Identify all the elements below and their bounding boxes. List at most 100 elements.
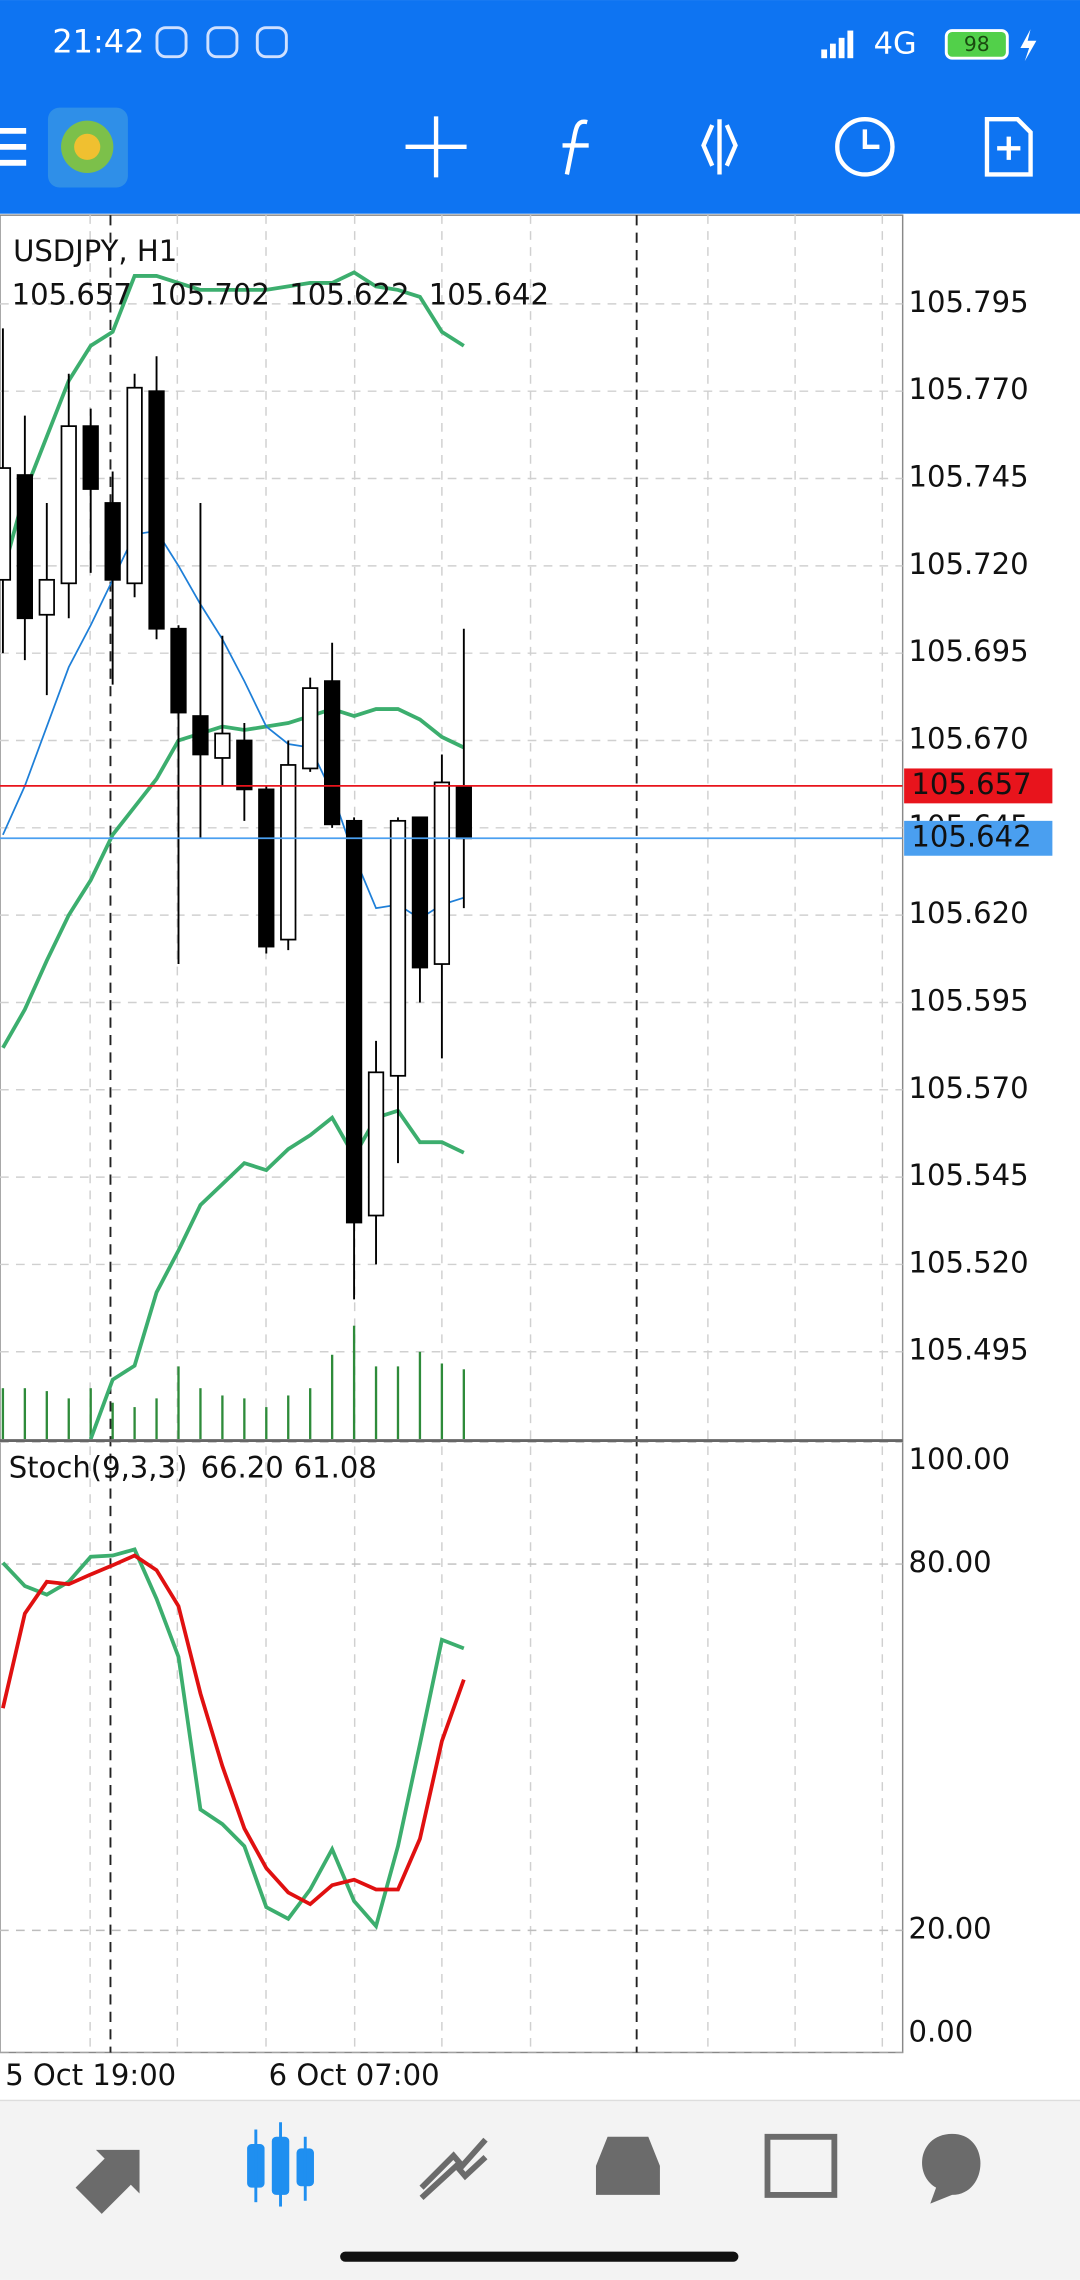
y-tick-label: 100.00 <box>908 1442 1010 1476</box>
ohlc-low: 105.622 <box>289 278 409 312</box>
indicator-line <box>1 1547 465 1930</box>
candle-body <box>214 732 231 759</box>
stoch-main-value: 66.20 <box>201 1451 284 1485</box>
indicator-line <box>88 1108 465 1440</box>
volume-bar <box>199 1388 202 1440</box>
volume-bar <box>287 1395 290 1440</box>
volume-bar <box>45 1391 48 1440</box>
crosshair-button[interactable] <box>405 116 467 178</box>
volume-bar <box>23 1388 27 1440</box>
y-tick-label: 105.745 <box>908 460 1028 494</box>
y-tick-label: 105.795 <box>908 285 1028 319</box>
new-order-button[interactable] <box>984 117 1033 177</box>
volume-bar <box>330 1354 334 1440</box>
candle-body <box>236 739 253 791</box>
indicators-button[interactable] <box>562 119 589 175</box>
volume-bar <box>177 1366 180 1440</box>
indicator-line <box>1 1553 466 1907</box>
trade-tab[interactable] <box>419 2137 488 2200</box>
candle-body <box>411 816 429 969</box>
main-pane <box>0 270 903 1440</box>
signal-icon <box>821 30 854 59</box>
volume-bar <box>309 1388 312 1440</box>
volume-bar <box>221 1395 224 1440</box>
y-tick-label: 20.00 <box>908 1911 991 1945</box>
candle-body <box>455 785 472 840</box>
vertical-grid <box>89 215 884 2053</box>
stoch-pane <box>0 1441 903 2053</box>
y-tick-label: 80.00 <box>908 1545 991 1579</box>
candle-body <box>324 680 341 826</box>
volume-bar <box>396 1366 400 1440</box>
volume-bar <box>265 1407 268 1440</box>
candle-body <box>367 1071 385 1217</box>
y-tick-label: 105.720 <box>908 547 1028 581</box>
y-tick-label: 105.545 <box>908 1158 1028 1192</box>
y-tick-label: 105.770 <box>908 372 1028 406</box>
news-tab[interactable] <box>764 2133 838 2198</box>
price-badge-label: 105.642 <box>911 819 1031 853</box>
period-button[interactable] <box>835 117 895 177</box>
battery-level: 98 <box>964 32 990 56</box>
candle-body <box>192 715 209 756</box>
charging-icon <box>1020 29 1037 62</box>
candle-body <box>170 627 187 714</box>
y-tick-label: 105.595 <box>908 983 1028 1017</box>
stoch-signal-value: 61.08 <box>294 1451 377 1485</box>
clock: 21:42 <box>52 23 144 61</box>
y-tick-label: 105.670 <box>908 721 1028 755</box>
price-badge-label: 105.657 <box>911 767 1031 801</box>
candle-body <box>302 687 319 770</box>
volume-bar <box>1 1388 5 1440</box>
price-badge <box>904 820 1053 856</box>
volume-bar <box>89 1388 92 1440</box>
network-type: 4G <box>874 27 917 62</box>
candle-body <box>82 425 99 490</box>
ohlc-high: 105.702 <box>150 278 270 312</box>
candle-body <box>104 502 121 581</box>
y-tick-label: 105.620 <box>908 896 1028 930</box>
candle-body <box>345 819 363 1224</box>
quotes-tab[interactable] <box>75 2149 140 2214</box>
candle-body <box>258 788 275 948</box>
volume-bar <box>418 1351 422 1440</box>
y-tick-label: 0.00 <box>908 2015 973 2049</box>
symbol-title: USDJPY, H1 <box>13 234 177 268</box>
app-header <box>0 0 1080 214</box>
candle-body <box>433 781 451 965</box>
notification-icons <box>155 26 288 59</box>
candle-body <box>16 474 33 620</box>
chart-tab[interactable] <box>247 2122 314 2207</box>
volume-bar <box>352 1325 356 1440</box>
bottom-nav <box>0 2100 1080 2280</box>
price-badge <box>904 768 1053 804</box>
indicator-line <box>1 707 465 1049</box>
volume-bar <box>462 1369 465 1440</box>
candle-body <box>126 386 143 585</box>
trade-button[interactable] <box>701 119 738 175</box>
volume-bar <box>133 1407 136 1440</box>
volume-bar <box>440 1363 444 1440</box>
y-tick-label: 105.520 <box>908 1245 1028 1279</box>
x-tick-label: 5 Oct 19:00 <box>5 2058 176 2092</box>
volume-bar <box>111 1402 114 1440</box>
home-indicator <box>340 2251 739 2262</box>
battery <box>944 29 1009 60</box>
stoch-title: Stoch(9,3,3) <box>9 1451 188 1485</box>
volume-bar <box>374 1366 378 1440</box>
indicator-line <box>1 270 465 574</box>
candle-body <box>0 467 12 581</box>
menu-button[interactable] <box>0 127 27 166</box>
history-tab[interactable] <box>595 2136 660 2195</box>
indicator-line <box>2 529 465 920</box>
candle-body <box>60 425 77 585</box>
candle-body <box>148 390 165 630</box>
y-tick-label: 105.695 <box>908 634 1028 668</box>
volume-bar <box>243 1398 246 1440</box>
chat-tab[interactable] <box>922 2133 981 2204</box>
candle-body <box>389 819 407 1077</box>
y-tick-label: 105.570 <box>908 1071 1028 1105</box>
ohlc-close: 105.642 <box>429 278 549 312</box>
